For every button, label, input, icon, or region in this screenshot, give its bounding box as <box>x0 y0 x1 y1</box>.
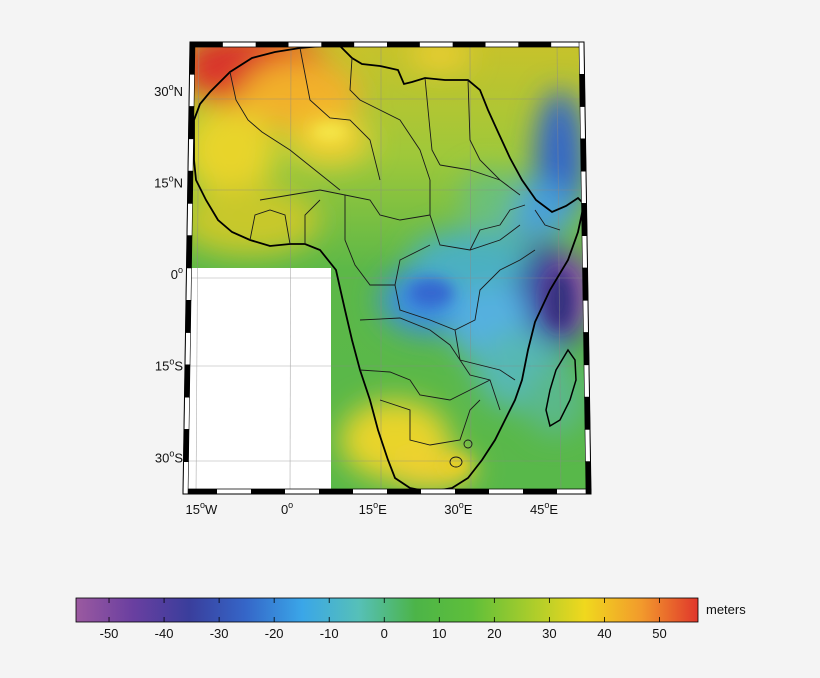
map-frame <box>182 41 592 495</box>
latitude-label: 30oN <box>154 82 183 99</box>
colorbar-tick-label: 20 <box>487 626 501 641</box>
madagascar-coastline <box>545 348 577 428</box>
longitude-labels: 15oW 0o 15oE 30oE 45oE <box>186 500 559 517</box>
frame-block <box>321 42 355 47</box>
longitude-label: 30oE <box>444 500 472 517</box>
frame-block <box>387 42 420 47</box>
latitude-label: 30oS <box>155 448 183 465</box>
colorbar-tick-label: -40 <box>155 626 174 641</box>
frame-block <box>452 42 486 47</box>
colorbar-tick-label: -10 <box>320 626 339 641</box>
frame-block <box>190 42 223 47</box>
colorbar-tick-label: -30 <box>210 626 229 641</box>
colorbar-unit-label: meters <box>706 602 746 617</box>
no-data-region <box>183 268 331 494</box>
frame-block <box>255 42 289 47</box>
frame-block <box>387 489 421 494</box>
frame-block <box>518 42 552 47</box>
frame-block <box>523 489 557 494</box>
frame-block <box>251 489 285 494</box>
africa-coastline <box>193 45 585 493</box>
geoid-anomaly-field <box>183 42 591 494</box>
colorbar-tick-label: 30 <box>542 626 556 641</box>
colorbar-ticks: -50 -40 -30 -20 -10 0 10 20 30 40 50 <box>100 598 667 641</box>
colorbar-tick-label: 0 <box>381 626 388 641</box>
longitude-label: 15oW <box>186 500 218 517</box>
longitude-label: 45oE <box>530 500 558 517</box>
latitude-labels: 30oN 15oN 0o 15oS 30oS <box>154 82 183 465</box>
colorbar-tick-label: 40 <box>597 626 611 641</box>
latitude-label: 15oS <box>155 357 183 374</box>
graticule <box>185 42 590 494</box>
longitude-label: 15oE <box>359 500 387 517</box>
colorbar-tick-label: -20 <box>265 626 284 641</box>
frame-block <box>183 489 217 494</box>
longitude-label: 0o <box>281 500 293 517</box>
country-borders <box>229 47 561 468</box>
frame-block <box>455 489 489 494</box>
colorbar-tick-label: 10 <box>432 626 446 641</box>
colorbar-tick-label: 50 <box>652 626 666 641</box>
latitude-label: 0o <box>171 265 183 282</box>
colorbar-tick-label: -50 <box>100 626 119 641</box>
latitude-label: 15oN <box>154 173 183 190</box>
frame-block <box>319 489 353 494</box>
colorbar: -50 -40 -30 -20 -10 0 10 20 30 40 50 meters <box>75 597 746 641</box>
colorbar-ramp <box>75 597 699 623</box>
